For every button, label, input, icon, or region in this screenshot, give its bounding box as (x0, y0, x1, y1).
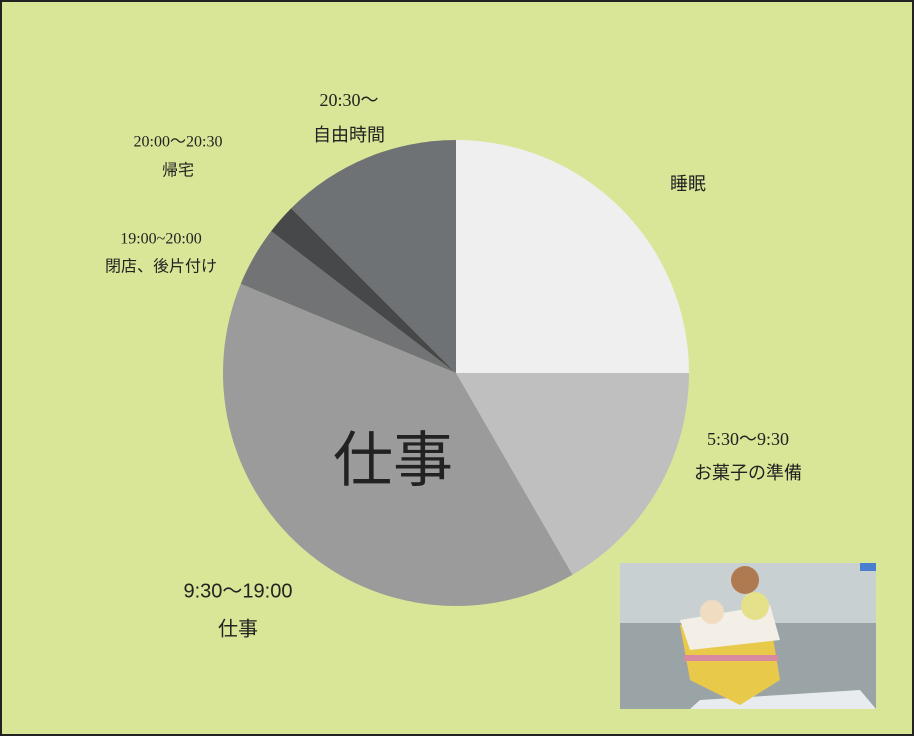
pie (222, 140, 689, 607)
pie-slice (222, 283, 573, 607)
photo-detail (731, 566, 759, 594)
slice-time: 19:00~20:00 (120, 231, 202, 248)
photo-detail (684, 655, 778, 661)
slice-time: 5:30～9:30 (707, 429, 789, 449)
annotation: 仕事 (333, 427, 453, 494)
slice-label: 帰宅 (162, 162, 194, 180)
pie-slice (291, 140, 456, 373)
photo-plate (690, 690, 876, 709)
pie-slice (240, 231, 456, 373)
slice-label: 睡眠 (670, 174, 706, 194)
photo-detail (700, 600, 724, 624)
pie-slice (271, 208, 456, 373)
photo (620, 563, 876, 709)
slice-time: 20:00～20:30 (134, 134, 223, 151)
slice-time: 20:30～ (319, 90, 378, 110)
pie-slice (456, 373, 689, 575)
photo-detail (860, 563, 876, 571)
slice-label: お菓子の準備 (694, 463, 802, 483)
slice-time: 9:30～19:00 (184, 580, 293, 602)
pie-slice (456, 140, 689, 373)
slice-label: 仕事 (218, 617, 258, 640)
photo-detail (741, 592, 769, 620)
slice-label: 自由時間 (313, 125, 385, 145)
slice-label: 閉店、後片付け (105, 258, 217, 276)
